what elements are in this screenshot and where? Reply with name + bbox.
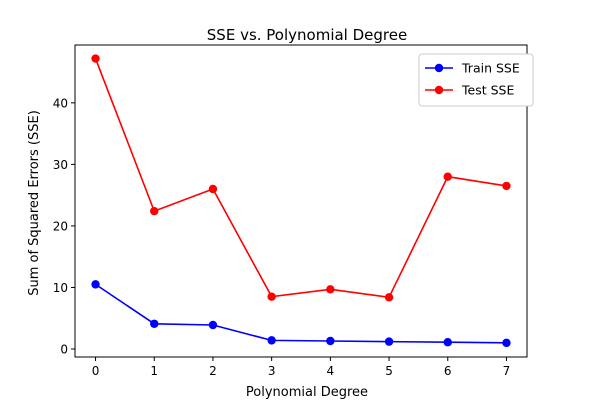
x-tick-label: 0	[92, 364, 100, 378]
chart-title: SSE vs. Polynomial Degree	[207, 26, 407, 44]
data-point	[150, 206, 159, 216]
data-point	[91, 54, 100, 63]
data-point	[208, 320, 218, 330]
x-tick-label: 6	[444, 364, 452, 378]
data-point	[443, 338, 452, 347]
data-point	[384, 337, 394, 346]
x-tick-label: 2	[209, 364, 217, 378]
data-point	[267, 292, 276, 301]
x-tick-label: 5	[385, 364, 393, 378]
legend-marker	[434, 85, 444, 95]
data-point	[326, 285, 335, 294]
legend-label: Train SSE	[461, 61, 520, 76]
plot-area	[74, 44, 528, 358]
x-tick-label: 7	[503, 364, 511, 378]
y-tick-label: 40	[53, 96, 68, 110]
legend-marker	[434, 63, 444, 73]
y-tick-label: 10	[53, 281, 68, 295]
y-tick-label: 0	[60, 343, 68, 357]
y-tick-label: 20	[53, 219, 68, 233]
x-axis: 0 1 2 3 4 5 6 7	[92, 357, 511, 378]
data-point	[384, 293, 394, 302]
data-point	[267, 336, 276, 345]
series-layer	[91, 54, 511, 348]
series-line-0	[95, 283, 507, 344]
y-tick-label: 30	[53, 158, 68, 172]
y-axis: 0 10 20 30 40	[53, 96, 75, 357]
x-tick-label: 1	[150, 364, 158, 378]
legend-label: Test SSE	[461, 83, 514, 98]
y-axis-label: Sum of Squared Errors (SSE)	[27, 110, 42, 296]
data-point	[502, 181, 511, 191]
legend: Train SSE Test SSE	[418, 53, 534, 107]
legend-box	[418, 53, 534, 107]
x-axis-label: Polynomial Degree	[246, 385, 368, 400]
x-tick-label: 4	[327, 364, 335, 378]
plot-frame	[74, 44, 528, 358]
data-point	[443, 172, 452, 181]
series-line-1	[94, 58, 507, 299]
data-point	[502, 338, 511, 348]
data-point	[91, 280, 100, 289]
data-point	[150, 319, 159, 328]
data-point	[326, 336, 335, 346]
data-point	[208, 184, 218, 194]
x-tick-label: 3	[268, 364, 276, 378]
